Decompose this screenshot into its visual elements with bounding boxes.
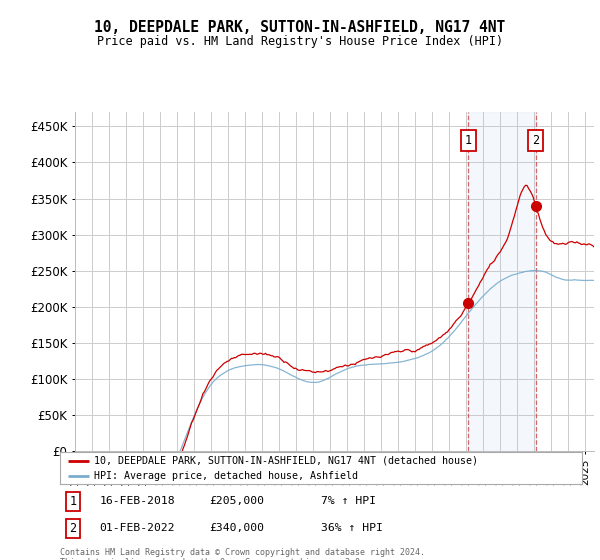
Text: Price paid vs. HM Land Registry's House Price Index (HPI): Price paid vs. HM Land Registry's House … [97,35,503,48]
Text: 16-FEB-2018: 16-FEB-2018 [99,496,175,506]
Text: 10, DEEPDALE PARK, SUTTON-IN-ASHFIELD, NG17 4NT: 10, DEEPDALE PARK, SUTTON-IN-ASHFIELD, N… [94,20,506,35]
Text: Contains HM Land Registry data © Crown copyright and database right 2024.
This d: Contains HM Land Registry data © Crown c… [60,548,425,560]
Text: 1: 1 [70,495,77,508]
Text: £205,000: £205,000 [209,496,264,506]
Text: 01-FEB-2022: 01-FEB-2022 [99,524,175,533]
Text: 36% ↑ HPI: 36% ↑ HPI [321,524,383,533]
Text: 1: 1 [465,134,472,147]
Text: 7% ↑ HPI: 7% ↑ HPI [321,496,376,506]
Bar [469,112,536,451]
Text: 2: 2 [532,134,539,147]
Text: HPI: Average price, detached house, Ashfield: HPI: Average price, detached house, Ashf… [94,470,358,480]
Text: 2: 2 [70,522,77,535]
Text: £340,000: £340,000 [209,524,264,533]
Text: 10, DEEPDALE PARK, SUTTON-IN-ASHFIELD, NG17 4NT (detached house): 10, DEEPDALE PARK, SUTTON-IN-ASHFIELD, N… [94,456,478,466]
